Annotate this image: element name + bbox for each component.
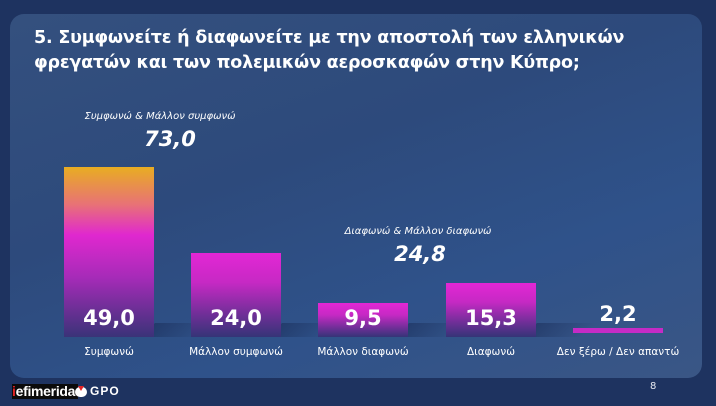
page-number: 8 [650,381,657,392]
bar-value-disagree: 15,3 [465,306,517,330]
bar-agree [64,167,154,337]
category-label-agree: Συμφωνώ [84,346,134,358]
disagree-group-value: 24,8 [394,242,446,266]
bar-value-dont-know: 2,2 [599,302,637,326]
category-label-rather-agree: Μάλλον συμφωνώ [189,346,283,358]
category-label-rather-disagree: Μάλλον διαφωνώ [317,346,409,358]
bar-rather-disagree [318,303,408,337]
agree-group-label: Συμφωνώ & Μάλλον συμφωνώ [84,111,236,122]
bar-rather-agree [191,253,281,337]
iefimerida-logo: iefimerida [12,383,79,399]
chart-title: 5. Συμφωνείτε ή διαφωνείτε με την αποστο… [34,28,625,73]
gpo-text: GPO [90,384,120,398]
bar-disagree [446,283,536,337]
disagree-group-label: Διαφωνώ & Μάλλον διαφωνώ [344,226,492,237]
gpo-mark-icon [75,385,87,397]
gpo-logo: GPO [75,384,120,399]
bar-value-rather-agree: 24,0 [210,306,262,330]
agree-group-value: 73,0 [144,127,196,151]
category-label-dont-know: Δεν ξέρω / Δεν απαντώ [556,346,680,358]
bar-dont-know [573,328,663,333]
logo-letter-i: i [12,383,16,399]
bar-value-agree: 49,0 [83,306,135,330]
category-label-disagree: Διαφωνώ [466,346,516,358]
bar-value-rather-disagree: 9,5 [344,306,382,330]
logo-text: efimerida [15,383,76,399]
